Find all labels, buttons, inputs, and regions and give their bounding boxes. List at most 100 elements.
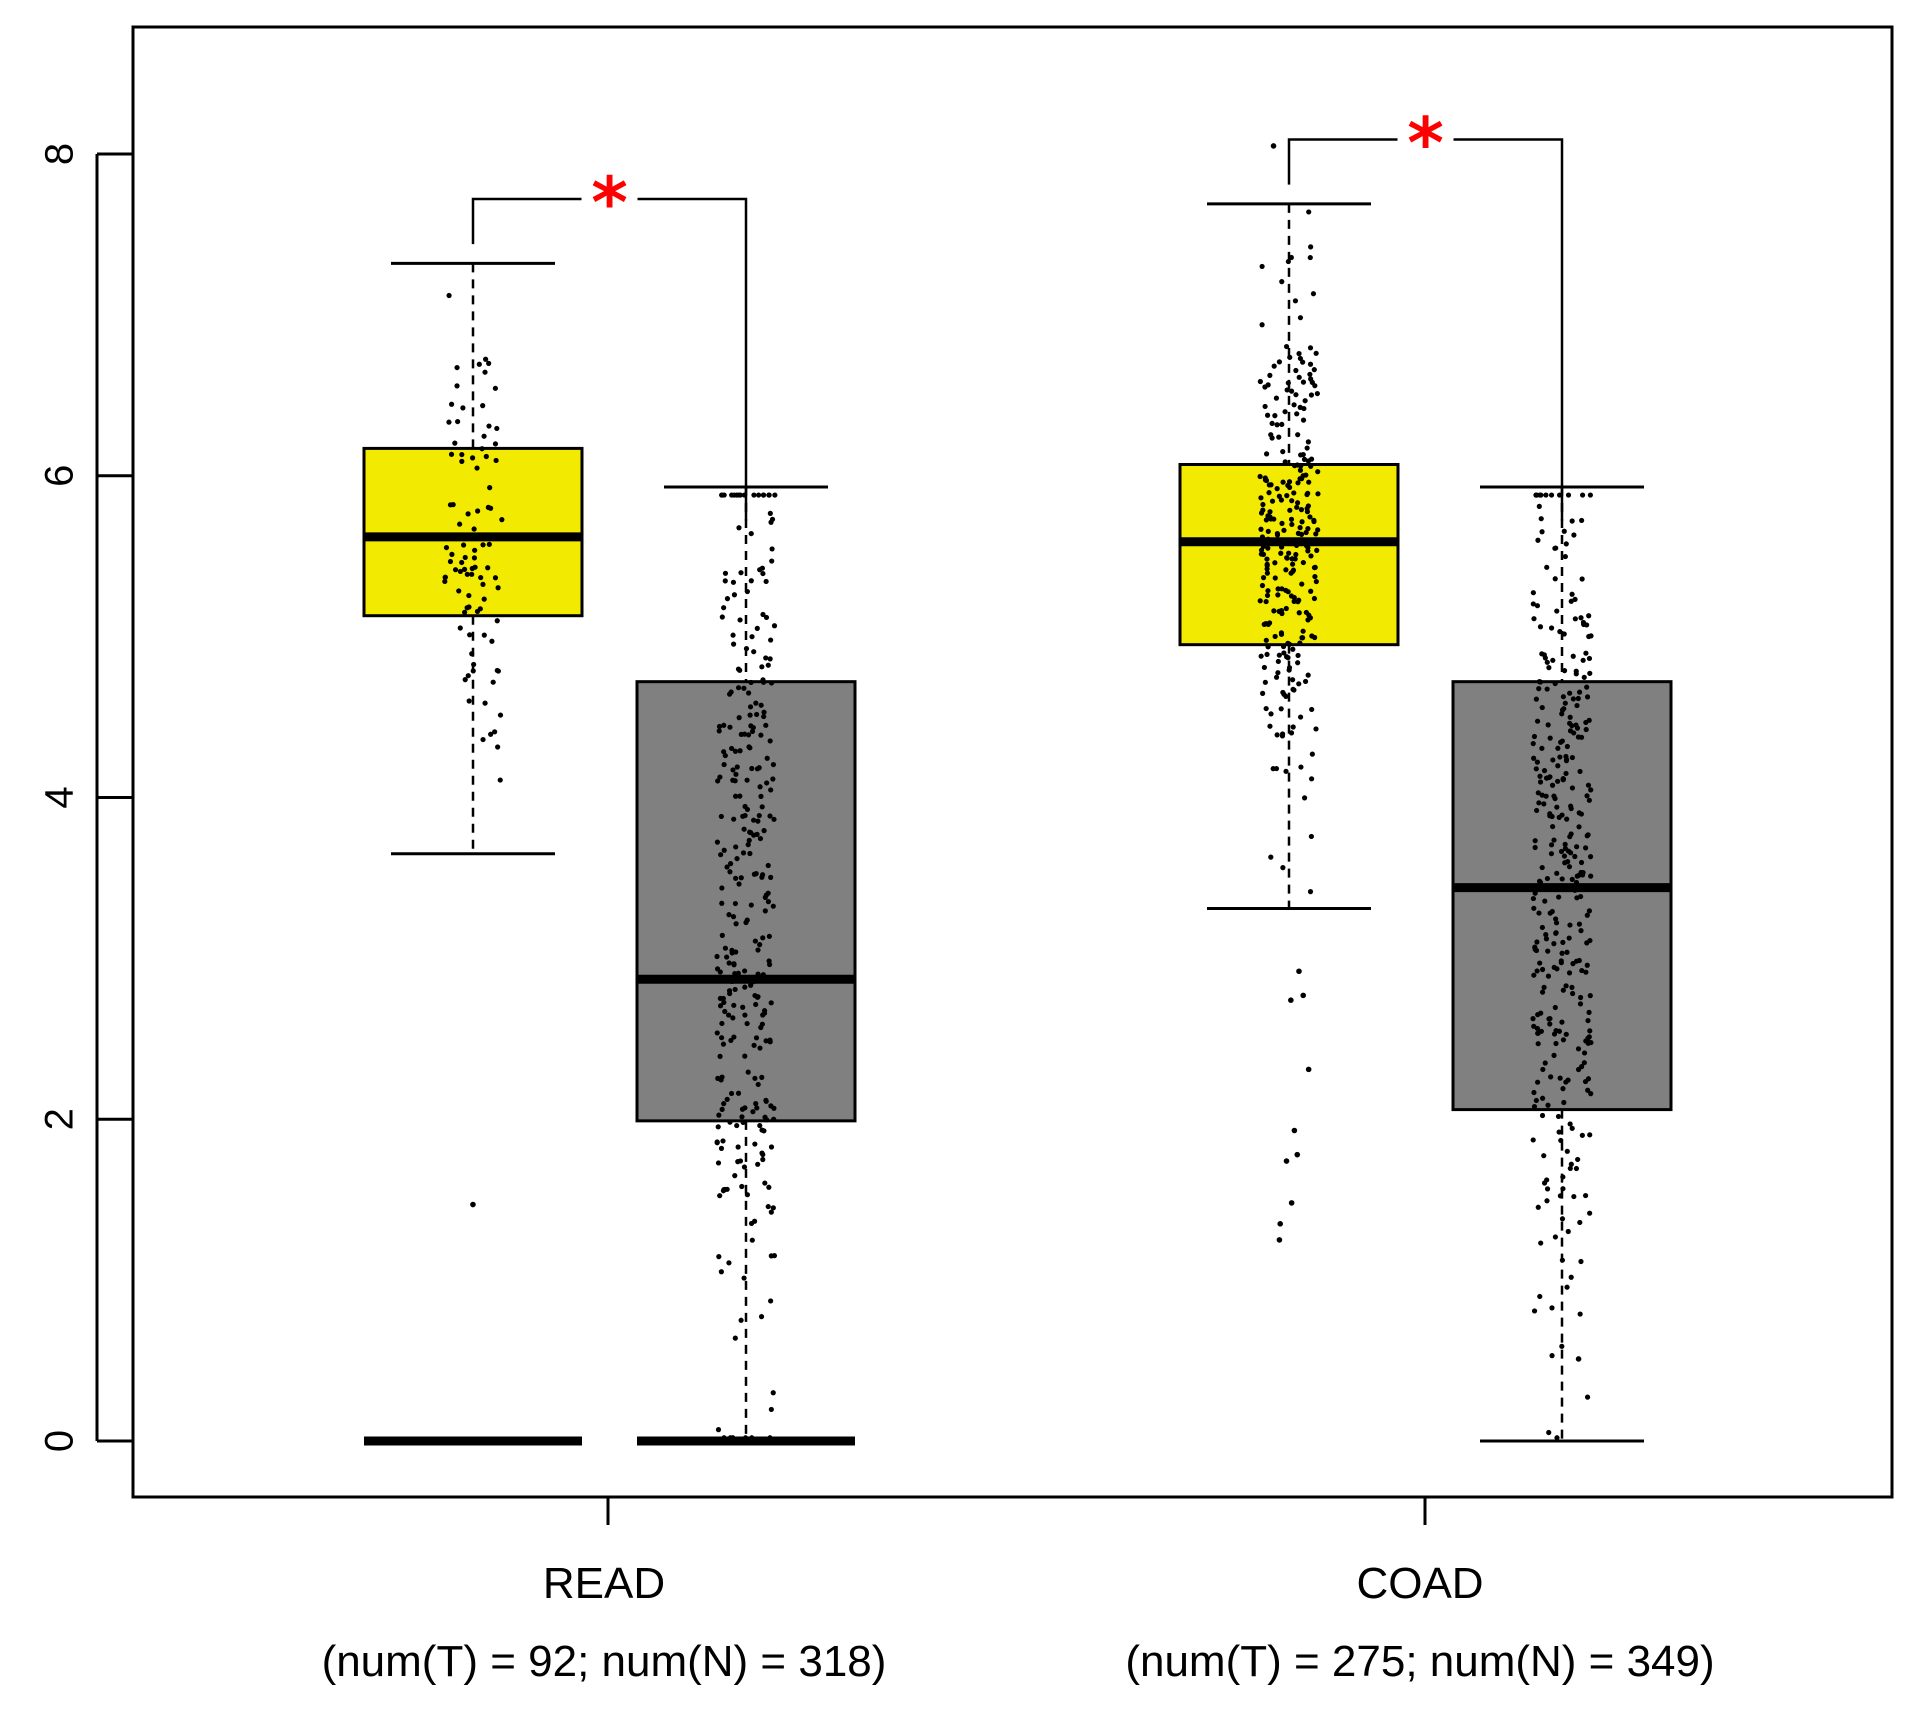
coad-normal-point (1556, 1129, 1562, 1135)
coad-tumor-point (1308, 392, 1315, 398)
coad-tumor-point (1300, 417, 1307, 423)
coad-tumor-point (1258, 653, 1264, 659)
coad-normal-point (1546, 774, 1552, 781)
coad-normal-point (1584, 962, 1590, 968)
read-normal-point (747, 850, 753, 857)
coad-tumor-point (1290, 677, 1296, 683)
read-tumor-point (475, 508, 481, 514)
coad-normal-point (1565, 492, 1572, 498)
coad-tumor-point (1304, 445, 1310, 451)
coad-tumor-point (1278, 706, 1284, 712)
coad-tumor-point (1306, 612, 1312, 618)
coad-tumor-point (1282, 459, 1288, 465)
coad-normal-point (1567, 728, 1574, 734)
coad-normal-point (1557, 1193, 1563, 1199)
coad-tumor-point (1291, 687, 1297, 693)
coad-normal-point (1552, 1234, 1559, 1240)
coad-tumor-point (1283, 587, 1289, 593)
coad-normal-point (1545, 973, 1552, 979)
coad-normal-point (1535, 537, 1541, 543)
coad-normal-point (1533, 1097, 1539, 1104)
read-normal-point (732, 793, 739, 799)
coad-tumor-point (1306, 209, 1312, 215)
coad-normal-point (1575, 1046, 1582, 1052)
coad-normal-point (1578, 928, 1584, 934)
read-normal-point (763, 1097, 769, 1103)
read-normal-point (745, 842, 751, 848)
coad-normal-point (1560, 1086, 1566, 1092)
coad-tumor-point (1290, 646, 1296, 652)
read-tumor-point (476, 361, 482, 367)
coad-normal-point (1564, 949, 1570, 955)
coad-normal-point (1570, 990, 1576, 997)
coad-tumor-point (1303, 472, 1309, 478)
coad-normal-point (1570, 653, 1576, 659)
read-tumor-point (494, 618, 500, 624)
read-normal-point (714, 1030, 720, 1036)
read-tumor-point (472, 547, 478, 553)
coad-tumor-point (1293, 367, 1299, 374)
coad-normal-point (1569, 984, 1575, 991)
coad-normal-point (1584, 793, 1590, 799)
y-tick-label-6: 6 (38, 465, 82, 487)
read-normal-point (748, 679, 754, 686)
coad-normal-point (1560, 987, 1566, 993)
read-tumor-point (469, 455, 476, 461)
coad-tumor-point (1293, 551, 1299, 558)
coad-tumor-point (1257, 378, 1263, 385)
read-normal-point (762, 908, 768, 914)
read-normal-point (755, 947, 761, 953)
coad-normal-point (1548, 1074, 1554, 1080)
read-tumor-point (469, 565, 475, 572)
coad-normal-point (1541, 984, 1547, 990)
coad-tumor-point (1279, 586, 1285, 592)
read-normal-point (722, 578, 728, 584)
coad-normal-point (1568, 805, 1574, 812)
coad-normal-point (1530, 1016, 1536, 1022)
read-normal-point (757, 835, 764, 842)
read-normal-point (714, 839, 721, 845)
coad-tumor-point (1307, 361, 1314, 367)
coad-normal-point (1548, 842, 1555, 848)
read-normal-point (771, 816, 777, 822)
read-tumor-point (466, 592, 472, 599)
read-normal-point (768, 1144, 775, 1150)
read-normal-point (753, 871, 759, 877)
coad-tumor-point (1262, 679, 1268, 685)
read-normal-point (717, 1053, 723, 1059)
coad-tumor-point (1295, 432, 1301, 438)
coad-normal-point (1537, 879, 1544, 886)
coad-tumor-point (1273, 395, 1280, 401)
coad-tumor-point (1269, 498, 1276, 504)
coad-normal-point (1559, 711, 1565, 717)
coad-normal-point (1585, 782, 1592, 788)
coad-normal-point (1534, 718, 1541, 724)
read-normal-point (727, 724, 733, 730)
read-normal-point (768, 874, 774, 880)
coad-tumor-point (1275, 586, 1281, 592)
significance-layer: ** (471, 103, 1564, 521)
coad-normal-point (1571, 532, 1577, 538)
coad-tumor-point (1298, 507, 1305, 513)
read-normal-point (761, 709, 767, 715)
read-normal-point (732, 900, 739, 907)
coad-normal-point (1562, 700, 1568, 706)
read-normal-point (744, 1020, 750, 1027)
coad-normal-point (1557, 754, 1563, 760)
coad-normal-point (1541, 1180, 1548, 1186)
read-normal-point (754, 831, 760, 838)
coad-tumor-point (1265, 528, 1271, 535)
read-normal-point (724, 596, 731, 602)
coad-tumor-point (1283, 567, 1289, 573)
read-tumor-point (446, 419, 452, 425)
coad-tumor-point (1264, 570, 1270, 576)
read-normal-point (742, 1012, 748, 1018)
read-normal-point (765, 890, 771, 896)
read-normal-point (722, 1008, 728, 1015)
coad-normal-point (1586, 797, 1592, 803)
coad-tumor-point (1290, 561, 1296, 567)
read-normal-point (736, 715, 742, 721)
read-tumor-point (480, 581, 486, 587)
coad-normal-point (1551, 837, 1557, 843)
coad-normal-point (1548, 492, 1555, 498)
